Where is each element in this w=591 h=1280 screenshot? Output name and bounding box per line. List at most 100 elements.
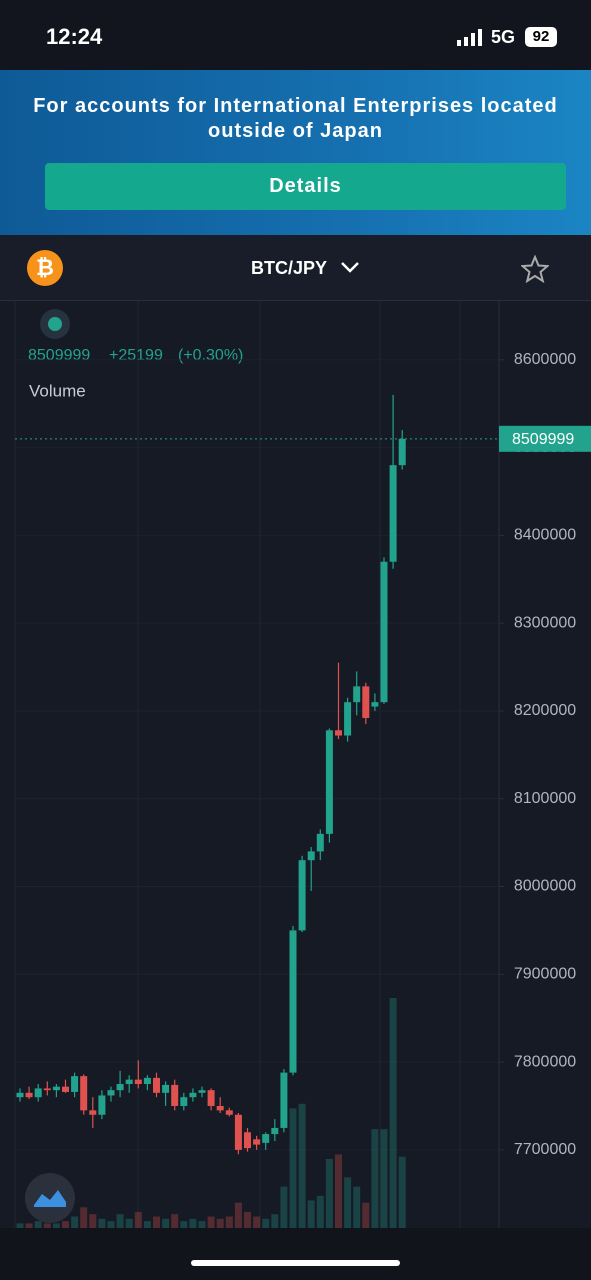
volume-bar <box>62 1221 69 1228</box>
candle-body <box>62 1086 69 1092</box>
volume-bar <box>280 1186 288 1228</box>
candle-body <box>189 1092 197 1098</box>
candle-body <box>107 1090 115 1096</box>
volume-bar <box>225 1216 233 1228</box>
candle-body <box>271 1127 279 1135</box>
volume-bar <box>344 1177 352 1228</box>
volume-bar <box>262 1218 270 1228</box>
candle-body <box>25 1092 33 1098</box>
candle-body <box>280 1072 288 1128</box>
volume-bar <box>143 1221 151 1228</box>
details-button[interactable]: Details <box>45 163 566 210</box>
candle-body <box>171 1084 179 1106</box>
volume-bar <box>398 1156 406 1228</box>
volume-bar <box>89 1214 97 1228</box>
volume-bar <box>98 1218 106 1228</box>
pair-selector[interactable]: BTC/JPY <box>251 258 328 278</box>
candle-body <box>143 1077 151 1085</box>
candle-body <box>335 730 342 736</box>
volume-bar <box>34 1221 42 1228</box>
legend-last: 8509999 <box>28 347 90 364</box>
volume-bar <box>380 1129 388 1228</box>
volume-bar <box>335 1154 342 1228</box>
candle-body <box>389 465 397 562</box>
candle-body <box>316 833 324 852</box>
volume-bar <box>353 1186 361 1228</box>
svg-text:₿: ₿ <box>36 255 54 280</box>
battery: 92 <box>525 27 557 47</box>
volume-bar <box>244 1211 251 1228</box>
home-indicator <box>191 1260 400 1266</box>
volume-bar <box>71 1216 79 1228</box>
bottom-bar <box>0 1228 591 1280</box>
candle-body <box>325 730 333 834</box>
volume-bar <box>362 1202 370 1228</box>
y-tick-label: 8400000 <box>514 527 576 544</box>
candle-body <box>98 1095 106 1115</box>
volume-bar <box>125 1218 133 1228</box>
candle-body <box>153 1077 160 1093</box>
candle-body <box>289 930 297 1073</box>
candle-body <box>371 702 379 707</box>
candle-body <box>162 1084 170 1093</box>
volume-bar <box>171 1214 179 1228</box>
candle-body <box>380 561 388 703</box>
legend-dot <box>48 317 62 331</box>
chart-type-button[interactable] <box>24 1172 76 1224</box>
banner-text: For accounts for International Enterpris… <box>33 95 558 142</box>
volume-bar <box>298 1103 306 1228</box>
candle-body <box>353 686 361 703</box>
legend-change: +25199 <box>109 347 163 364</box>
y-tick-label: 7700000 <box>514 1141 576 1158</box>
candle-body <box>180 1097 188 1106</box>
candle-body <box>52 1086 60 1091</box>
candle-body <box>253 1139 261 1145</box>
volume-bar <box>198 1221 206 1228</box>
volume-bar <box>271 1214 279 1228</box>
volume-bar <box>162 1218 170 1228</box>
y-tick-label: 7800000 <box>514 1053 576 1070</box>
candle-body <box>71 1076 79 1092</box>
candle-body <box>307 851 315 861</box>
candle-body <box>225 1110 233 1115</box>
volume-bar <box>371 1129 379 1228</box>
y-tick-label: 7900000 <box>514 966 576 983</box>
volume-label: Volume <box>29 381 86 400</box>
candle-body <box>398 438 406 466</box>
volume-bar <box>207 1216 215 1228</box>
volume-bar <box>389 998 397 1228</box>
dropdown-icon[interactable] <box>340 260 360 274</box>
volume-bar <box>325 1159 333 1228</box>
candle-body <box>116 1084 124 1091</box>
favorite-star[interactable] <box>521 255 549 283</box>
volume-bar <box>307 1200 315 1228</box>
candle-body <box>134 1079 142 1085</box>
status-bar: 12:24 5G 92 <box>0 0 591 70</box>
y-tick-label: 8300000 <box>514 614 576 631</box>
volume-bar <box>16 1223 24 1228</box>
last-price-tag <box>499 425 591 452</box>
volume-bar <box>52 1223 60 1228</box>
volume-bar <box>80 1207 88 1228</box>
volume-bar <box>216 1218 224 1228</box>
volume-bar <box>180 1221 188 1228</box>
time: 12:24 <box>46 24 103 49</box>
y-tick-label: 8200000 <box>514 702 576 719</box>
candle-body <box>16 1092 24 1098</box>
signal-icon <box>457 29 482 46</box>
volume-bar <box>234 1202 242 1228</box>
legend-change-pct: (+0.30%) <box>178 347 243 364</box>
pair-header: ₿ BTC/JPY <box>0 235 591 301</box>
candle-body <box>344 702 352 736</box>
volume-bar <box>116 1214 124 1228</box>
banner: For accounts for International Enterpris… <box>0 70 591 235</box>
volume-bar <box>134 1211 142 1228</box>
candle-body <box>207 1090 215 1106</box>
candle-body <box>43 1088 51 1091</box>
last-price-label: 8509999 <box>512 431 574 448</box>
candle-body <box>244 1132 251 1149</box>
volume-bar <box>43 1223 51 1228</box>
candle-body <box>198 1090 206 1093</box>
